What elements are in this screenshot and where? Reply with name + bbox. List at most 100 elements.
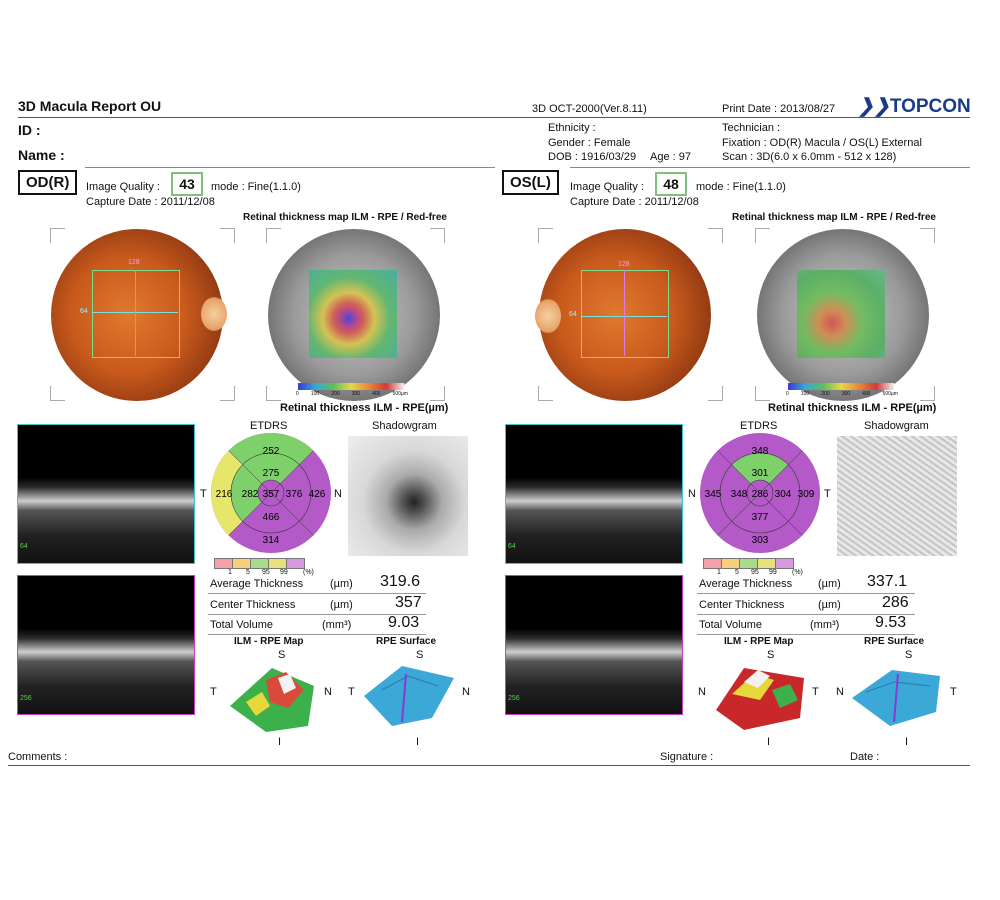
od-rpe-orient-left: T [348, 686, 355, 698]
device-version: 3D OCT-2000(Ver.8.11) [532, 103, 647, 115]
topcon-logo: ❯❯TOPCON [858, 95, 971, 118]
od-etdrs-grid: 252 275 216 282 357 376 426 466 314 [211, 433, 331, 553]
od-oct-horizontal [17, 424, 195, 564]
od-etdrs-inner-superior: 275 [263, 468, 280, 479]
os-etdrs-outer-nasal: 309 [798, 489, 815, 500]
os-avg-thickness-unit: (µm) [818, 578, 841, 590]
od-rpe-surface-3d [364, 666, 454, 726]
os-center-thickness-label: Center Thickness [699, 599, 785, 611]
os-oct-mark-2: 256 [508, 695, 520, 702]
print-date: Print Date : 2013/08/27 [722, 103, 836, 115]
os-image-quality-label: Image Quality : [570, 181, 644, 193]
report-title: 3D Macula Report OU [18, 98, 162, 114]
os-etdrs-inner-inferior: 377 [752, 512, 769, 523]
os-rpe-surface-title: RPE Surface [864, 636, 925, 647]
os-eye-label: OS(L) [502, 170, 559, 195]
od-colorbar [298, 383, 404, 390]
od-image-quality-label: Image Quality : [86, 181, 160, 193]
os-etdrs-side-left: N [688, 488, 696, 500]
os-colorbar [788, 383, 894, 390]
os-ilm-orient-right: T [812, 686, 819, 698]
date-label: Date : [850, 751, 880, 763]
os-colorbar-ticks: 0 100 200 300 400 500µm [786, 391, 898, 397]
os-avg-thickness-label: Average Thickness [699, 578, 793, 590]
od-fundus-mark-top: 128 [128, 259, 140, 266]
os-oct-horizontal [505, 424, 683, 564]
os-thickness-overlay [797, 270, 885, 358]
os-total-volume-value: 9.53 [875, 614, 907, 631]
os-avg-thickness-value: 337.1 [867, 573, 908, 590]
os-scan-line-v [624, 270, 625, 356]
os-etdrs-outer-temporal: 345 [705, 489, 722, 500]
od-mode: mode : Fine(1.1.0) [211, 181, 301, 193]
od-ilm-rpe-map-3d [230, 668, 314, 732]
os-rpe-orient-s: S [905, 649, 913, 661]
od-etdrs-inner-nasal: 376 [286, 489, 303, 500]
od-oct-vertical [17, 575, 195, 715]
brand-text: TOPCON [889, 96, 971, 117]
od-ilm-orient-left: T [210, 686, 217, 698]
os-capture-date: Capture Date : 2011/12/08 [570, 196, 699, 208]
od-shadowgram-title: Shadowgram [372, 420, 437, 432]
od-center-thickness-label: Center Thickness [210, 599, 296, 611]
os-total-volume-unit: (mm³) [810, 619, 840, 631]
od-etdrs-outer-superior: 252 [263, 446, 280, 457]
fixation: Fixation : OD(R) Macula / OS(L) External [722, 137, 922, 149]
dob: DOB : 1916/03/29 [548, 151, 637, 163]
od-total-volume-label: Total Volume [210, 619, 273, 631]
od-capture-date: Capture Date : 2011/12/08 [86, 196, 215, 208]
os-ilm-orient-s: S [767, 649, 775, 661]
os-mode: mode : Fine(1.1.0) [696, 181, 786, 193]
os-etdrs-inner-nasal: 304 [775, 489, 792, 500]
od-center-thickness-value: 357 [395, 594, 422, 611]
os-thickness-title: Retinal thickness ILM - RPE(µm) [768, 402, 937, 414]
od-avg-thickness-label: Average Thickness [210, 578, 304, 590]
os-scan-area [581, 270, 669, 358]
optic-disc-icon [535, 299, 561, 333]
od-colorbar-ticks: 0 100 200 300 400 500µm [296, 391, 408, 397]
os-rpe-orient-right: T [950, 686, 957, 698]
od-total-volume-value: 9.03 [388, 614, 420, 631]
comments-label: Comments : [8, 751, 68, 763]
os-fundus-mark-top: 128 [618, 261, 630, 268]
os-oct-mark-1: 64 [508, 543, 516, 550]
od-center-thickness-unit: (µm) [330, 599, 353, 611]
od-etdrs-side-right: N [334, 488, 342, 500]
os-etdrs-inner-superior: 301 [752, 468, 769, 479]
os-fundus-mark-left: 64 [569, 311, 577, 318]
od-etdrs-inner-temporal: 282 [242, 489, 259, 500]
os-image-quality-value: 48 [655, 172, 687, 196]
os-center-thickness-unit: (µm) [818, 599, 841, 611]
od-rpe-orient-right: N [462, 686, 470, 698]
os-center-thickness-value: 286 [882, 594, 909, 611]
od-ilm-orient-right: N [324, 686, 332, 698]
od-etdrs-inner-inferior: 466 [263, 512, 280, 523]
od-etdrs-title: ETDRS [250, 420, 288, 432]
os-shadowgram-title: Shadowgram [864, 420, 929, 432]
od-etdrs-center: 357 [263, 489, 280, 500]
od-scan-area [92, 270, 180, 358]
od-avg-thickness-value: 319.6 [380, 573, 421, 590]
gender: Gender : Female [548, 137, 631, 149]
od-ilm-orient-i: I [278, 736, 282, 748]
os-shadowgram [837, 436, 957, 556]
os-rpe-orient-i: I [905, 736, 909, 748]
age: Age : 97 [650, 151, 691, 163]
od-etdrs-outer-temporal: 216 [216, 489, 233, 500]
scan-protocol: Scan : 3D(6.0 x 6.0mm - 512 x 128) [722, 151, 897, 163]
od-ilm-map-title: ILM - RPE Map [234, 636, 304, 647]
os-total-volume-label: Total Volume [699, 619, 762, 631]
os-etdrs-grid: 348 301 345 348 286 304 309 377 303 [700, 433, 820, 553]
od-rpe-orient-s: S [416, 649, 424, 661]
od-etdrs-side-left: T [200, 488, 207, 500]
od-shadowgram [348, 436, 468, 556]
name-label: Name : [18, 147, 65, 163]
od-image-quality-value: 43 [171, 172, 203, 196]
od-ilm-orient-s: S [278, 649, 286, 661]
od-scan-line-v [135, 270, 136, 356]
optic-disc-icon [201, 297, 227, 331]
os-rpe-surface-3d [852, 670, 940, 726]
os-rpe-orient-left: N [836, 686, 844, 698]
od-thickness-title: Retinal thickness ILM - RPE(µm) [280, 402, 449, 414]
id-label: ID : [18, 122, 41, 138]
